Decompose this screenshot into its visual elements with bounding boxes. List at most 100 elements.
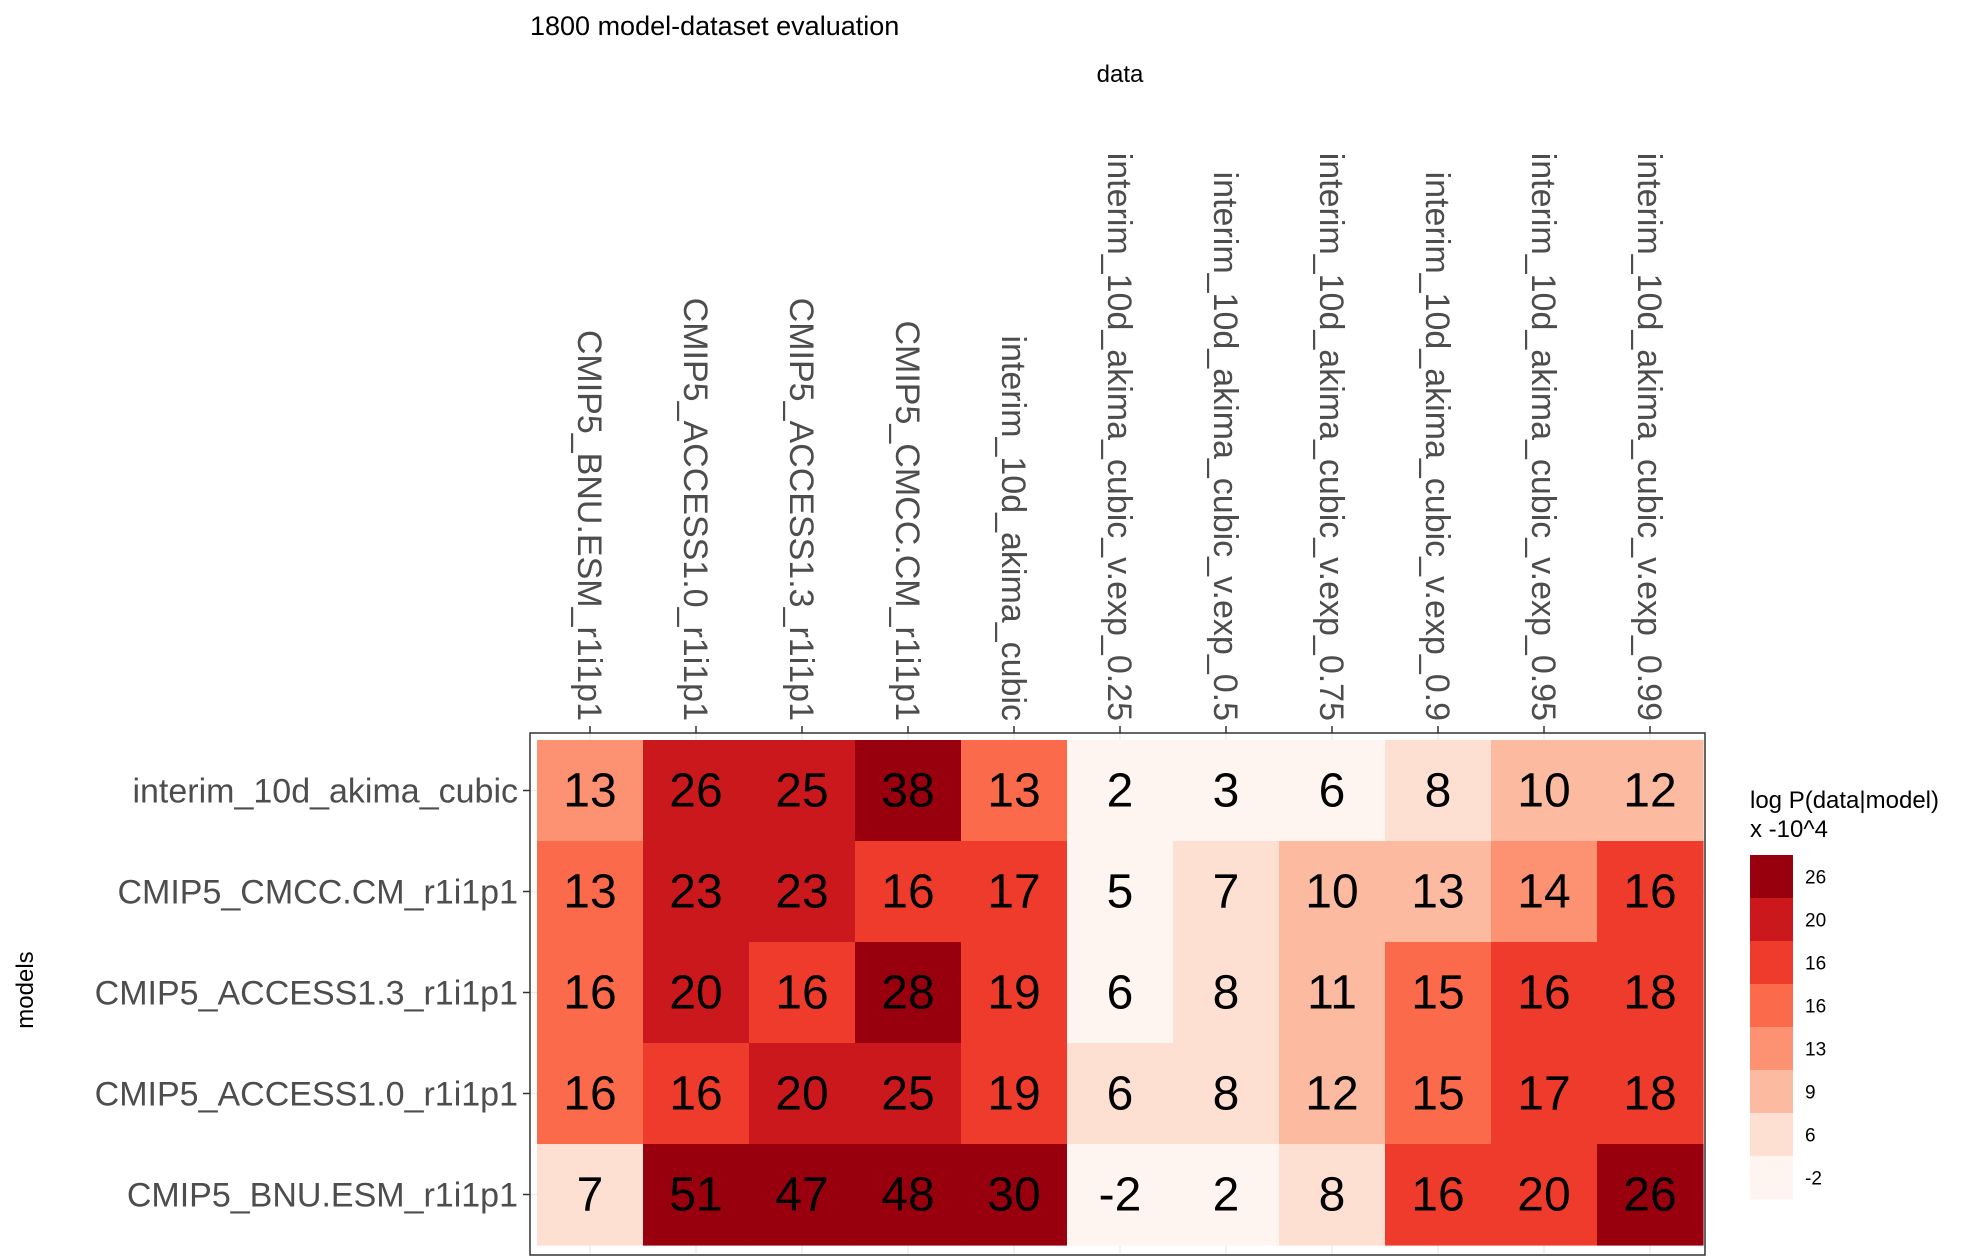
heatmap-cell [1173, 1144, 1280, 1246]
cell-value-label: 18 [1623, 1068, 1676, 1121]
legend: log P(data|model) x -10^4 26 20 16 16 13 9 6 -2 [1750, 787, 1939, 1200]
cell-value-label: 10 [1517, 765, 1570, 818]
x-tick-label: interim_10d_akima_cubic_v.exp_0.99 [1630, 153, 1668, 721]
cell-value-label: 14 [1517, 866, 1570, 919]
heatmap-cell [1385, 740, 1492, 842]
cell-value-label: 16 [775, 967, 828, 1020]
legend-key [1750, 1156, 1793, 1200]
cell-value-label: 13 [1411, 866, 1464, 919]
y-tick-label: CMIP5_BNU.ESM_r1i1p1 [127, 1177, 518, 1215]
heatmap-cell [1597, 841, 1704, 943]
cell-value-label: 18 [1623, 967, 1676, 1020]
heatmap-cell [961, 1144, 1068, 1246]
heatmap-cell [1067, 740, 1174, 842]
cell-value-label: 7 [577, 1169, 604, 1222]
heatmap-cell [961, 841, 1068, 943]
heatmap-cell [1067, 1043, 1174, 1145]
x-tick-label: CMIP5_BNU.ESM_r1i1p1 [570, 330, 608, 721]
cell-value-label: 16 [1623, 866, 1676, 919]
cell-value-label: 25 [775, 765, 828, 818]
heatmap-cell [1067, 841, 1174, 943]
x-tick-label: CMIP5_CMCC.CM_r1i1p1 [888, 320, 926, 721]
x-tick-label: CMIP5_ACCESS1.3_r1i1p1 [782, 298, 820, 721]
heatmap-cell [1279, 942, 1386, 1044]
heatmap-cell [1385, 1043, 1492, 1145]
legend-label: 6 [1805, 1126, 1816, 1147]
cell-value-label: 16 [881, 866, 934, 919]
cell-value-label: 5 [1107, 866, 1134, 919]
legend-key [1750, 1113, 1793, 1157]
legend-label: 13 [1805, 1040, 1826, 1061]
cell-value-label: 2 [1213, 1169, 1240, 1222]
y-tick-label: CMIP5_ACCESS1.3_r1i1p1 [95, 975, 518, 1013]
legend-label: 26 [1805, 868, 1826, 889]
heatmap-cell [537, 841, 644, 943]
x-axis-ticks: CMIP5_BNU.ESM_r1i1p1 CMIP5_ACCESS1.0_r1i1… [570, 153, 1668, 733]
cell-value-label: 13 [563, 765, 616, 818]
cell-value-label: 16 [1517, 967, 1570, 1020]
heatmap-cell [961, 1043, 1068, 1145]
cell-value-label: 8 [1213, 967, 1240, 1020]
legend-label: 16 [1805, 997, 1826, 1018]
heatmap-cell [643, 841, 750, 943]
heatmap-cell [1491, 740, 1598, 842]
heatmap-cell [961, 942, 1068, 1044]
heatmap-cell [1173, 740, 1280, 842]
y-tick-label: interim_10d_akima_cubic [132, 773, 518, 811]
heatmap-cell [1385, 942, 1492, 1044]
heatmap-cell [1597, 1144, 1704, 1246]
x-tick-label: interim_10d_akima_cubic_v.exp_0.9 [1418, 172, 1456, 721]
heatmap-cell [749, 1144, 856, 1246]
heatmap-cell [855, 740, 962, 842]
cell-value-label: 15 [1411, 967, 1464, 1020]
heatmap-cell [1597, 740, 1704, 842]
legend-title-line1: log P(data|model) [1750, 787, 1939, 814]
cell-value-label: 3 [1213, 765, 1240, 818]
cell-value-label: 12 [1623, 765, 1676, 818]
heatmap-cell [749, 1043, 856, 1145]
heatmap-cell [1173, 942, 1280, 1044]
cell-value-label: 11 [1307, 967, 1357, 1020]
heatmap-cell [1597, 1043, 1704, 1145]
heatmap-cell [537, 740, 644, 842]
legend-label: -2 [1805, 1169, 1822, 1190]
heatmap-cell [537, 1043, 644, 1145]
cell-value-label: 26 [669, 765, 722, 818]
heatmap-cell [1279, 1043, 1386, 1145]
cell-value-label: 16 [563, 967, 616, 1020]
heatmap-cell [1067, 942, 1174, 1044]
cell-value-label: 23 [775, 866, 828, 919]
cell-value-label: 6 [1107, 967, 1134, 1020]
cell-value-label: 8 [1425, 765, 1452, 818]
cell-value-label: 6 [1107, 1068, 1134, 1121]
heatmap-cell [749, 740, 856, 842]
heatmap-cell [1491, 1043, 1598, 1145]
heatmap-cell [643, 1043, 750, 1145]
heatmap-cell [1279, 841, 1386, 943]
legend-label: 9 [1805, 1083, 1816, 1104]
heatmap-cell [749, 942, 856, 1044]
x-tick-label: interim_10d_akima_cubic_v.exp_0.25 [1100, 153, 1138, 721]
cell-value-label: 16 [669, 1068, 722, 1121]
legend-key [1750, 941, 1793, 985]
chart-title: 1800 model-dataset evaluation [530, 11, 899, 41]
y-axis-ticks: interim_10d_akima_cubic CMIP5_CMCC.CM_r1i… [95, 773, 530, 1215]
cell-value-label: 20 [1517, 1169, 1570, 1222]
cell-value-label: -2 [1099, 1169, 1142, 1222]
heatmap-cell [855, 1043, 962, 1145]
heatmap-cell [1173, 841, 1280, 943]
cell-value-label: 16 [1411, 1169, 1464, 1222]
heatmap-cell [537, 942, 644, 1044]
heatmap-cell [1067, 1144, 1174, 1246]
heatmap-cell [1491, 942, 1598, 1044]
cell-value-label: 38 [881, 765, 934, 818]
cell-value-label: 48 [881, 1169, 934, 1222]
cell-value-label: 2 [1107, 765, 1134, 818]
heatmap-cell [1173, 1043, 1280, 1145]
heatmap-cell [855, 1144, 962, 1246]
cell-value-label: 28 [881, 967, 934, 1020]
legend-label: 16 [1805, 954, 1826, 975]
x-tick-label: interim_10d_akima_cubic_v.exp_0.5 [1206, 172, 1244, 721]
y-axis-title: models [12, 951, 39, 1028]
